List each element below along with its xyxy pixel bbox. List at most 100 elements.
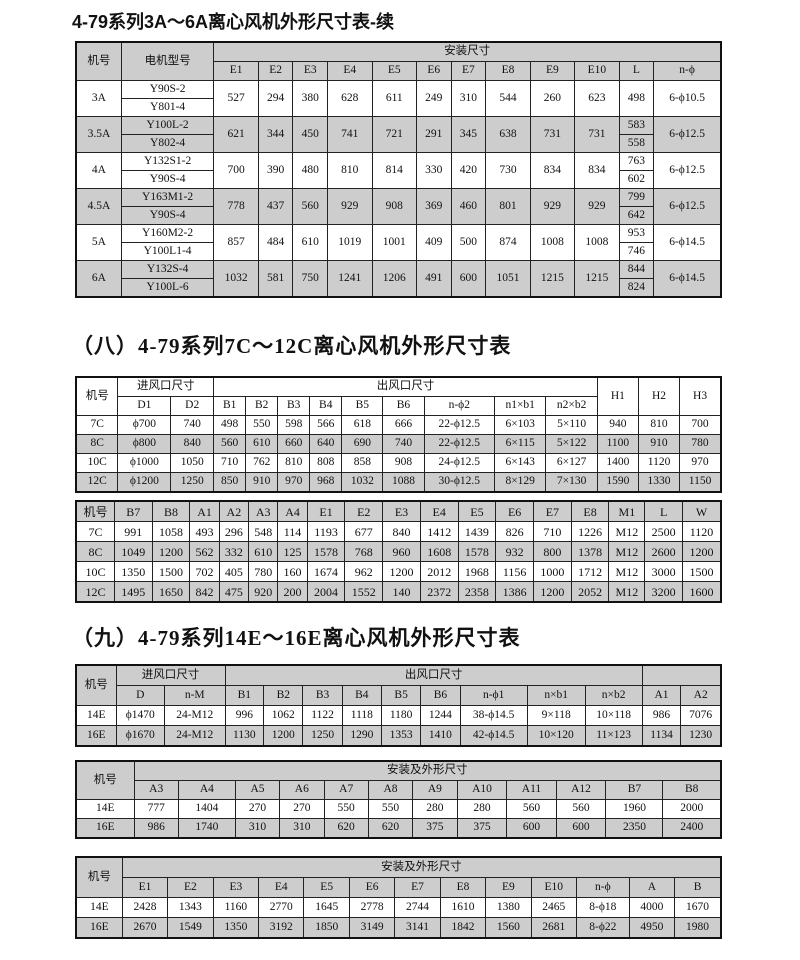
machine-no: 16E xyxy=(75,917,123,939)
machine-no: 6A xyxy=(75,260,122,298)
column-header: n-M xyxy=(163,685,226,706)
table-row: 8C 1049 1200 562 332 610 125 1578 768 960 1608 1578… xyxy=(75,541,722,562)
dimension-value: 910 xyxy=(637,434,681,454)
dimension-value: 10×120 xyxy=(526,725,586,747)
column-header: n-ϕ1 xyxy=(459,685,528,706)
dimension-value: 310 xyxy=(279,818,325,839)
dimension-value: ϕ800 xyxy=(117,434,172,454)
dimension-value: 1740 xyxy=(177,818,236,839)
dimension-value: 9×118 xyxy=(526,705,586,726)
dimension-value: 1008 xyxy=(529,224,576,261)
dimension-value: 160 xyxy=(277,561,308,582)
motor-model: Y100L-6 xyxy=(120,278,215,298)
dimension-value: 10×118 xyxy=(584,705,643,726)
dimension-l: 844 xyxy=(618,260,655,279)
dimension-value: 618 xyxy=(341,415,384,435)
dimension-value: 270 xyxy=(279,799,325,819)
dimension-value: 640 xyxy=(309,434,343,454)
column-header: E9 xyxy=(485,877,532,898)
dimension-value: 610 xyxy=(292,224,329,261)
motor-model: Y160M2-2 xyxy=(120,224,215,243)
motor-model: Y100L1-4 xyxy=(120,242,215,261)
dimension-value: 2681 xyxy=(530,917,578,939)
motor-model: Y90S-2 xyxy=(120,80,215,99)
dimension-value: 4950 xyxy=(628,917,676,939)
table-row: 5A Y160M2-2 857 484 610 1019 1001 409 500 874 1008… xyxy=(75,224,722,261)
dimension-value: 920 xyxy=(248,581,279,603)
dimension-value: 2500 xyxy=(644,521,684,542)
dimension-value: 3141 xyxy=(394,917,441,939)
dimension-value: 1500 xyxy=(682,561,722,582)
dimension-value: 1032 xyxy=(341,472,384,493)
table-row: 16E 2670 1549 1350 3192 1850 3149 3141 1842 1560 2… xyxy=(75,917,722,939)
dimension-value: 777 xyxy=(133,799,179,819)
dimension-value: 1250 xyxy=(302,725,343,747)
dimension-value: 858 xyxy=(341,453,384,473)
dimension-value: 1122 xyxy=(302,705,343,726)
machine-no: 7C xyxy=(75,415,119,435)
motor-model: Y132S-4 xyxy=(120,260,215,279)
dimension-value: 38-ϕ14.5 xyxy=(459,705,528,726)
dimension-value: 1226 xyxy=(570,521,610,542)
table-row: 14E 2428 1343 1160 2770 1645 2778 2744 1610 1380 2… xyxy=(75,897,722,918)
dimension-value: 908 xyxy=(382,453,425,473)
column-header: E1 xyxy=(213,61,259,81)
dimension-value: M12 xyxy=(608,561,646,582)
dimension-l: 602 xyxy=(618,170,655,189)
dimension-value: 1008 xyxy=(574,224,620,261)
column-header: E9 xyxy=(529,61,576,81)
column-header: E6 xyxy=(495,500,534,522)
column-header: B5 xyxy=(341,396,384,416)
dimension-value: 780 xyxy=(679,434,722,454)
column-header: E8 xyxy=(439,877,487,898)
dimension-value: 710 xyxy=(533,521,572,542)
column-header: B8 xyxy=(662,780,722,800)
dimension-value: 500 xyxy=(450,224,487,261)
column-header: E10 xyxy=(530,877,578,898)
dimension-value: 1330 xyxy=(637,472,681,493)
dimension-value: 762 xyxy=(245,453,279,473)
column-header: E4 xyxy=(258,877,305,898)
dimension-value: 810 xyxy=(637,415,681,435)
machine-no: 12C xyxy=(75,472,119,493)
header-group: 安装及外形尺寸 xyxy=(133,760,722,781)
column-header: E8 xyxy=(485,61,531,81)
dimension-value: 560 xyxy=(555,799,607,819)
hole-spec: 6-ϕ12.5 xyxy=(653,116,722,153)
column-header: E2 xyxy=(344,500,384,522)
dimension-value: 1241 xyxy=(327,260,373,298)
dimension-value: 623 xyxy=(574,80,620,117)
dimension-value: 491 xyxy=(415,260,452,298)
table-row-sub: Y100L1-4 746 xyxy=(76,242,721,261)
dimension-value: 1386 xyxy=(495,581,534,603)
dimension-value: 962 xyxy=(344,561,384,582)
column-header: n-ϕ xyxy=(576,877,630,898)
dimension-value: 560 xyxy=(506,799,557,819)
table-row-sub: Y90S-4 642 xyxy=(76,206,721,225)
dimension-value: 700 xyxy=(213,152,259,189)
dimension-value: 420 xyxy=(450,152,487,189)
column-header: E1 xyxy=(306,500,346,522)
dimension-value: 1578 xyxy=(457,541,497,562)
dimension-value: 991 xyxy=(113,521,153,542)
column-header: A1 xyxy=(189,500,220,522)
dimension-value: 11×123 xyxy=(584,725,643,747)
dimension-value: 24-M12 xyxy=(163,705,226,726)
dimension-value: 1150 xyxy=(679,472,722,493)
dimension-table-7c-12c-part1: 机号 进风口尺寸 出风口尺寸 H1 H2 H3 D1 D2 B1 B2 B3 B4 B5 B6 n-ϕ2 n1… xyxy=(75,376,722,493)
table-row: 14E ϕ1470 24-M12 996 1062 1122 1118 1180 1244 38-… xyxy=(75,705,722,726)
dimension-value: 666 xyxy=(382,415,425,435)
dimension-value: 1049 xyxy=(113,541,153,562)
dimension-value: 1674 xyxy=(306,561,346,582)
dimension-value: 8×129 xyxy=(493,472,547,493)
dimension-value: 1200 xyxy=(382,561,421,582)
dimension-value: 1244 xyxy=(420,705,461,726)
motor-model: Y90S-4 xyxy=(120,170,215,189)
column-header: B4 xyxy=(309,396,343,416)
column-header: E4 xyxy=(419,500,459,522)
dimension-value: 560 xyxy=(292,188,329,225)
dimension-value: 460 xyxy=(450,188,487,225)
dimension-value: 940 xyxy=(596,415,639,435)
column-header: B2 xyxy=(263,685,304,706)
dimension-value: 1156 xyxy=(495,561,534,582)
